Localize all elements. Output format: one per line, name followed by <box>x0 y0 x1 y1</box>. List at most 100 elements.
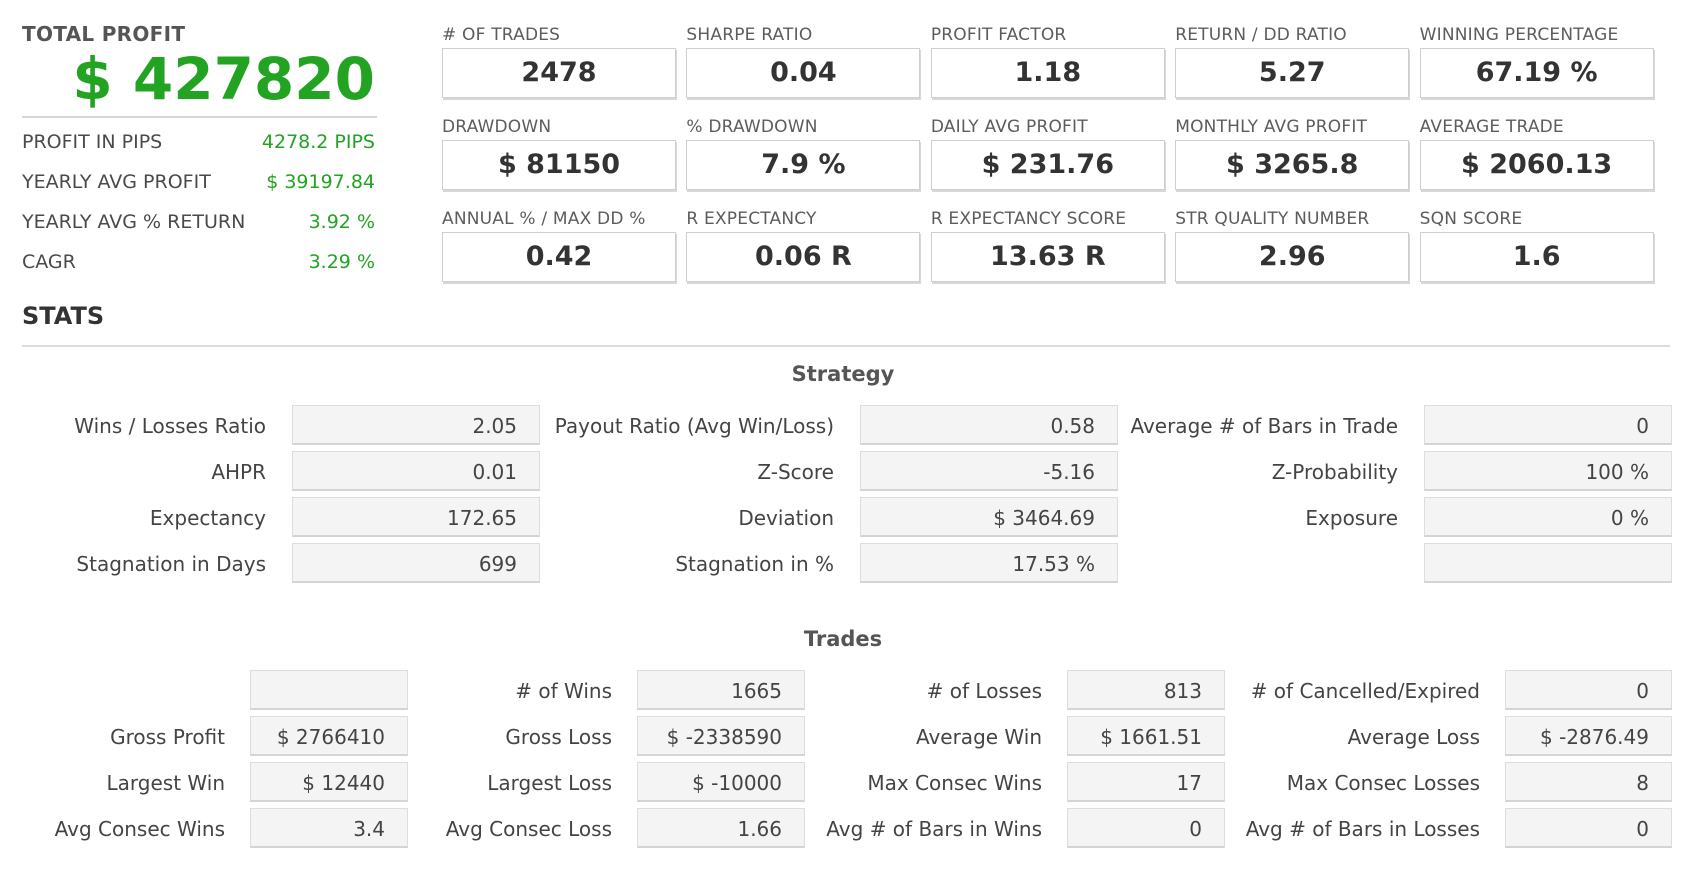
strategy-value: 100 % <box>1424 451 1672 491</box>
trades-label: Largest Win <box>106 771 225 795</box>
metric-label: R EXPECTANCY SCORE <box>930 209 1127 229</box>
strategy-value: -5.16 <box>860 451 1118 491</box>
metric-label: AVERAGE TRADE <box>1419 117 1564 137</box>
strategy-value: 699 <box>292 543 540 583</box>
metric-value: $ 3265.8 <box>1175 140 1410 190</box>
strategy-row: AHPR 0.01 Z-Score -5.16 Z-Probability 10… <box>0 451 1686 497</box>
strategy-heading: Strategy <box>791 362 895 386</box>
metric-trades: # OF TRADES 2478 <box>442 22 686 114</box>
metric-value: 13.63 R <box>930 232 1165 282</box>
strategy-row: Expectancy 172.65 Deviation $ 3464.69 Ex… <box>0 497 1686 543</box>
trades-label: Max Consec Wins <box>867 771 1042 795</box>
strategy-value: 172.65 <box>292 497 540 537</box>
metric-value: $ 231.76 <box>930 140 1165 190</box>
metric-value: 0.06 R <box>686 232 921 282</box>
metric-value: 2.96 <box>1175 232 1410 282</box>
metric-annual-max-dd: ANNUAL % / MAX DD % 0.42 <box>442 206 686 298</box>
stats-divider <box>22 345 1670 347</box>
summary-row-cagr: CAGR 3.29 % <box>22 242 377 282</box>
metric-r-expectancy-score: R EXPECTANCY SCORE 13.63 R <box>930 206 1175 298</box>
metric-daily-avg-profit: DAILY AVG PROFIT $ 231.76 <box>930 114 1175 206</box>
summary-label: CAGR <box>22 251 76 273</box>
metric-row: DRAWDOWN $ 81150 % DRAWDOWN 7.9 % DAILY … <box>442 114 1664 206</box>
strategy-value: 0.58 <box>860 405 1118 445</box>
trades-value: $ 1661.51 <box>1067 716 1225 756</box>
trades-label: Max Consec Losses <box>1286 771 1480 795</box>
summary-value: $ 39197.84 <box>266 171 375 193</box>
metric-row: # OF TRADES 2478 SHARPE RATIO 0.04 PROFI… <box>442 22 1664 114</box>
metric-label: STR QUALITY NUMBER <box>1175 209 1370 229</box>
strategy-label: Wins / Losses Ratio <box>74 414 266 438</box>
trades-label: Gross Profit <box>110 725 225 749</box>
metric-value: $ 2060.13 <box>1419 140 1654 190</box>
metric-r-expectancy: R EXPECTANCY 0.06 R <box>686 206 930 298</box>
metric-label: ANNUAL % / MAX DD % <box>442 209 646 229</box>
trades-value: $ 12440 <box>250 762 408 802</box>
summary-row-yearly-avg-profit: YEARLY AVG PROFIT $ 39197.84 <box>22 162 377 202</box>
trades-value: $ -10000 <box>637 762 805 802</box>
trades-value: $ -2876.49 <box>1505 716 1672 756</box>
metric-label: # OF TRADES <box>442 25 561 45</box>
stats-heading: STATS <box>22 302 105 330</box>
metric-percent-drawdown: % DRAWDOWN 7.9 % <box>686 114 930 206</box>
summary-label: YEARLY AVG % RETURN <box>22 211 246 233</box>
trades-value: 1665 <box>637 670 805 710</box>
metric-return-dd-ratio: RETURN / DD RATIO 5.27 <box>1175 22 1419 114</box>
summary-value: 4278.2 PIPS <box>261 131 375 153</box>
strategy-value: $ 3464.69 <box>860 497 1118 537</box>
strategy-value <box>1424 543 1672 583</box>
strategy-row: Wins / Losses Ratio 2.05 Payout Ratio (A… <box>0 405 1686 451</box>
trades-row: Avg Consec Wins 3.4 Avg Consec Loss 1.66… <box>0 808 1686 854</box>
metric-value: 0.42 <box>442 232 676 282</box>
trades-value: 0 <box>1505 808 1672 848</box>
metric-sqn-score: SQN SCORE 1.6 <box>1419 206 1664 298</box>
summary-value: 3.92 % <box>308 211 375 233</box>
strategy-row: Stagnation in Days 699 Stagnation in % 1… <box>0 543 1686 589</box>
trades-value: 17 <box>1067 762 1225 802</box>
trades-label: # of Losses <box>926 679 1042 703</box>
profit-summary: TOTAL PROFIT $ 427820 PROFIT IN PIPS 427… <box>22 22 377 282</box>
trades-heading: Trades <box>803 627 883 651</box>
trades-value: 3.4 <box>250 808 408 848</box>
trades-label: Avg Consec Loss <box>445 817 612 841</box>
strategy-value: 0 % <box>1424 497 1672 537</box>
metric-label: DRAWDOWN <box>442 117 552 137</box>
strategy-label: Stagnation in Days <box>76 552 266 576</box>
trades-label: Average Win <box>915 725 1042 749</box>
strategy-label: Z-Score <box>757 460 834 484</box>
trades-value: $ -2338590 <box>637 716 805 756</box>
strategy-label: Payout Ratio (Avg Win/Loss) <box>554 414 834 438</box>
metric-value: $ 81150 <box>442 140 676 190</box>
metric-label: R EXPECTANCY <box>686 209 817 229</box>
strategy-value: 0 <box>1424 405 1672 445</box>
summary-row-yearly-avg-return: YEARLY AVG % RETURN 3.92 % <box>22 202 377 242</box>
strategy-label: Average # of Bars in Trade <box>1130 414 1398 438</box>
trades-row: Largest Win $ 12440 Largest Loss $ -1000… <box>0 762 1686 808</box>
trades-label <box>10 670 225 712</box>
trades-value: 8 <box>1505 762 1672 802</box>
trades-value: $ 2766410 <box>250 716 408 756</box>
strategy-label: Expectancy <box>149 506 266 530</box>
strategy-label: Stagnation in % <box>675 552 834 576</box>
trades-value: 813 <box>1067 670 1225 710</box>
metric-label: WINNING PERCENTAGE <box>1419 25 1619 45</box>
metric-sharpe-ratio: SHARPE RATIO 0.04 <box>686 22 930 114</box>
metric-value: 5.27 <box>1175 48 1410 98</box>
summary-label: YEARLY AVG PROFIT <box>22 171 211 193</box>
metric-label: RETURN / DD RATIO <box>1175 25 1347 45</box>
trades-label: Avg # of Bars in Wins <box>826 817 1042 841</box>
strategy-value: 17.53 % <box>860 543 1118 583</box>
trades-row: # of Wins 1665 # of Losses 813 # of Canc… <box>0 670 1686 716</box>
total-profit-label: TOTAL PROFIT <box>22 22 186 46</box>
metric-monthly-avg-profit: MONTHLY AVG PROFIT $ 3265.8 <box>1175 114 1419 206</box>
trades-label: Largest Loss <box>487 771 612 795</box>
trades-label: Average Loss <box>1347 725 1480 749</box>
metric-label: MONTHLY AVG PROFIT <box>1175 117 1368 137</box>
metric-row: ANNUAL % / MAX DD % 0.42 R EXPECTANCY 0.… <box>442 206 1664 298</box>
strategy-label: AHPR <box>211 460 266 484</box>
metric-value: 0.04 <box>686 48 921 98</box>
metric-label: % DRAWDOWN <box>686 117 818 137</box>
trades-value: 0 <box>1067 808 1225 848</box>
strategy-label <box>1118 543 1398 585</box>
metric-label: DAILY AVG PROFIT <box>930 117 1088 137</box>
